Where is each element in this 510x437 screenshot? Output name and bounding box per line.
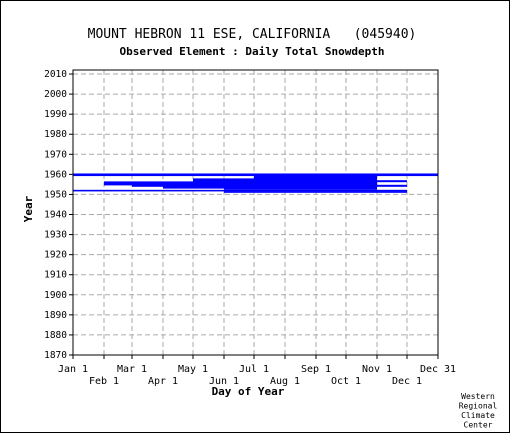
snowdepth-segment [163, 186, 377, 189]
y-tick-label: 1930 [44, 230, 67, 241]
x-tick-label-bottom: Oct 1 [331, 376, 361, 387]
x-tick-label-top: Nov 1 [362, 364, 392, 375]
y-axis-label: Year [22, 195, 35, 222]
snowdepth-segment [104, 183, 377, 186]
plot-border [72, 69, 439, 356]
y-tick-label: 2000 [44, 89, 67, 100]
credit-line: Climate [461, 411, 495, 420]
y-tick-label: 1870 [44, 350, 67, 361]
x-tick-label-top: Sep 1 [301, 364, 331, 375]
y-tick-label: 1950 [44, 189, 67, 200]
chart-title: MOUNT HEBRON 11 ESE, CALIFORNIA (045940) [88, 27, 417, 42]
x-tick-label-top: Jan 1 [58, 364, 88, 375]
x-tick-label-bottom: Jun 1 [209, 376, 239, 387]
x-axis-label: Day of Year [212, 385, 285, 398]
snowdepth-segment [193, 180, 407, 183]
y-tick-label: 1890 [44, 310, 67, 321]
credit-line: Regional [459, 402, 498, 411]
y-tick-label: 1940 [44, 210, 67, 221]
y-tick-label: 1920 [44, 250, 67, 261]
x-tick-label-bottom: Feb 1 [89, 376, 119, 387]
x-tick-label-top: May 1 [178, 364, 208, 375]
snowdepth-segment [193, 178, 377, 181]
y-tick-label: 1970 [44, 149, 67, 160]
x-tick-label-top: Dec 31 [420, 364, 456, 375]
x-tick-label-top: Mar 1 [117, 364, 147, 375]
y-tick-labels: 1870 1880 1890 1900 1910 1920 1930 1940 1950 1960… [44, 69, 73, 361]
y-tick-label: 1900 [44, 290, 67, 301]
snowdepth-segment [73, 189, 407, 192]
x-tick-label-bottom: Dec 1 [392, 376, 422, 387]
y-tick-label: 2010 [44, 69, 67, 80]
y-tick-label: 1910 [44, 270, 67, 281]
credit-line: Center [464, 421, 493, 430]
snowdepth-segment [224, 191, 407, 193]
grid [73, 70, 438, 355]
y-tick-label: 1880 [44, 330, 67, 341]
snowdepth-segment [104, 181, 377, 185]
y-tick-label: 1990 [44, 109, 67, 120]
credit-line: Western [461, 392, 495, 401]
snowdepth-segment [224, 187, 377, 190]
snowdepth-segment [73, 173, 438, 177]
x-tick-label-top: Jul 1 [239, 364, 269, 375]
snowdepth-segment [254, 176, 377, 179]
data-series [73, 173, 438, 193]
x-tick-label-bottom: Aug 1 [270, 376, 300, 387]
y-tick-label: 1960 [44, 169, 67, 180]
x-tick-labels: Jan 1 Mar 1 May 1 Jul 1 Sep 1 Nov 1 Dec 31 Feb … [58, 355, 456, 387]
y-tick-label: 1980 [44, 129, 67, 140]
chart-subtitle: Observed Element : Daily Total Snowdepth [120, 45, 385, 58]
x-tick-label-bottom: Apr 1 [148, 376, 178, 387]
snowdepth-segment [254, 175, 377, 178]
snowdepth-segment [132, 184, 407, 187]
